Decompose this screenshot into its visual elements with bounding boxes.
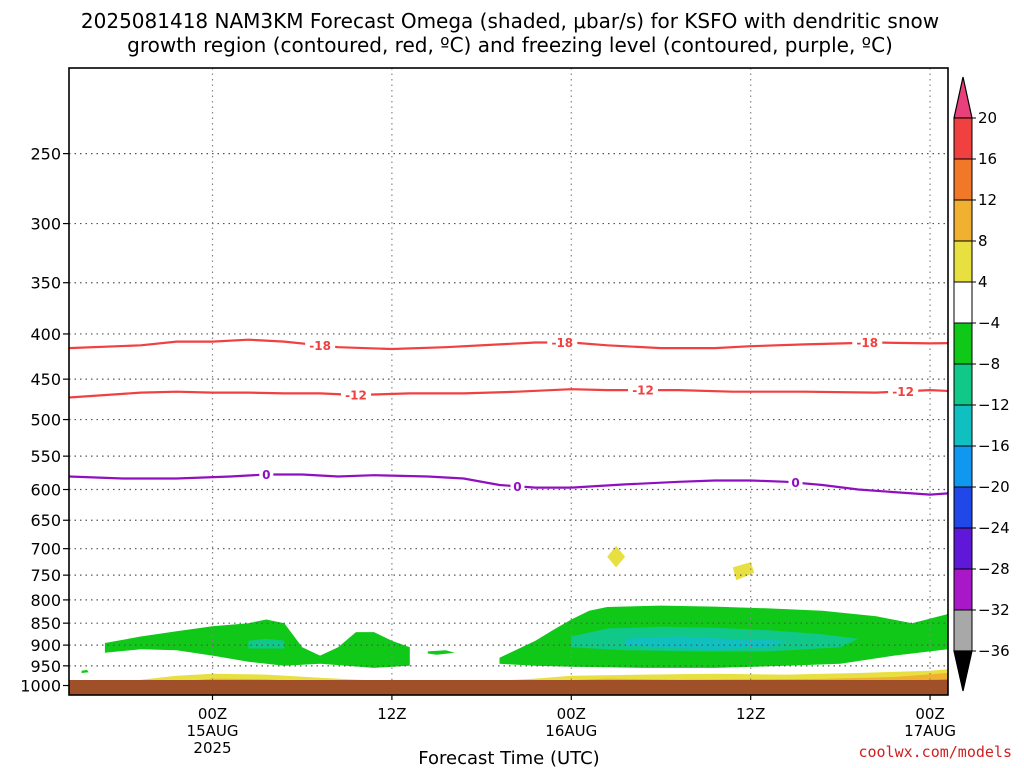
plot-area bbox=[81, 545, 948, 690]
colorbar-bin-6 bbox=[953, 322, 973, 365]
contour-label-bg bbox=[852, 335, 883, 350]
colorbar-top-arrow bbox=[953, 76, 973, 119]
contour-label--18: -18 bbox=[856, 336, 878, 350]
contour-label--18: -18 bbox=[309, 339, 331, 353]
colorbar-tick-label-5: −4 bbox=[978, 314, 1000, 332]
shaded-region-3 bbox=[81, 669, 89, 673]
shaded-region-6 bbox=[625, 636, 787, 650]
contour-line--12 bbox=[69, 388, 948, 399]
chart-title-line2: growth region (contoured, red, ºC) and f… bbox=[127, 33, 893, 57]
y-tick-label-600: 600 bbox=[30, 481, 61, 500]
shaded-region-2 bbox=[427, 650, 455, 655]
colorbar-bin-5 bbox=[953, 281, 973, 324]
colorbar-bin-8 bbox=[953, 404, 973, 447]
contour-label--12: -12 bbox=[632, 384, 654, 398]
colorbar-bin-1 bbox=[953, 117, 973, 160]
x-tick-date-0: 15AUG bbox=[187, 722, 239, 740]
colorbar-tick-label-8: −16 bbox=[978, 437, 1010, 455]
x-tick-label-2: 00Z bbox=[557, 705, 586, 723]
colorbar-tick-label-7: −12 bbox=[978, 396, 1010, 414]
y-tick-label-500: 500 bbox=[30, 411, 61, 430]
colorbar-tick-label-13: −36 bbox=[978, 642, 1010, 660]
colorbar-tick-label-10: −24 bbox=[978, 519, 1010, 537]
colorbar-bottom-arrow bbox=[953, 650, 973, 692]
y-tick-label-350: 350 bbox=[30, 274, 61, 293]
plot-frame bbox=[68, 67, 949, 696]
colorbar-bin-4 bbox=[953, 240, 973, 283]
x-tick-label-4: 00Z bbox=[915, 705, 944, 723]
ground-bar bbox=[69, 680, 948, 695]
contour-label-bg bbox=[341, 388, 372, 403]
x-axis-label: Forecast Time (UTC) bbox=[418, 748, 599, 768]
contour-label-bg bbox=[305, 338, 336, 353]
colorbar-bin-2 bbox=[953, 158, 973, 201]
y-tick-label-700: 700 bbox=[30, 540, 61, 559]
colorbar-tick-label-0: 20 bbox=[978, 109, 997, 127]
x-tick-date-2: 16AUG bbox=[545, 722, 597, 740]
contour-label-bg bbox=[788, 475, 803, 490]
contour-label-bg bbox=[510, 479, 525, 494]
colorbar-tick-label-2: 12 bbox=[978, 191, 997, 209]
contour-line-0 bbox=[69, 473, 948, 496]
y-tick-label-300: 300 bbox=[30, 215, 61, 234]
x-tick-label-1: 12Z bbox=[377, 705, 406, 723]
colorbar-tick-label-3: 8 bbox=[978, 232, 988, 250]
colorbar: 20 16 12 8 4 −4 −8 −12 −16 −20 −24 −28 −32 −36 bbox=[953, 76, 1010, 692]
x-tick-year-0: 2025 bbox=[193, 739, 231, 757]
y-tick-label-800: 800 bbox=[30, 591, 61, 610]
y-tick-label-250: 250 bbox=[30, 145, 61, 164]
grid-lines bbox=[69, 68, 948, 695]
y-tick-label-1000: 1000 bbox=[20, 677, 61, 696]
y-tick-label-950: 950 bbox=[30, 657, 61, 676]
y-tick-label-900: 900 bbox=[30, 636, 61, 655]
contour-lines: -18 -18 -18 -12 -12 -12 0 0 0 bbox=[69, 335, 948, 496]
y-tick-label-400: 400 bbox=[30, 325, 61, 344]
contour-label-0: 0 bbox=[791, 476, 799, 490]
contour-label-bg bbox=[628, 383, 659, 398]
shaded-region-9 bbox=[732, 562, 755, 581]
y-tick-label-550: 550 bbox=[30, 447, 61, 466]
contour-label-bg bbox=[259, 467, 274, 482]
colorbar-bin-13 bbox=[953, 609, 973, 652]
contour-label-0: 0 bbox=[513, 480, 521, 494]
colorbar-bin-3 bbox=[953, 199, 973, 242]
colorbar-tick-label-9: −20 bbox=[978, 478, 1010, 496]
contour-label-bg bbox=[547, 335, 578, 350]
y-tick-label-450: 450 bbox=[30, 370, 61, 389]
colorbar-bin-9 bbox=[953, 445, 973, 488]
x-tick-date-4: 17AUG bbox=[904, 722, 956, 740]
shaded-region-8 bbox=[607, 545, 626, 568]
contour-label--12: -12 bbox=[345, 389, 367, 403]
colorbar-tick-label-12: −32 bbox=[978, 601, 1010, 619]
colorbar-bin-10 bbox=[953, 486, 973, 529]
x-tick-label-0: 00Z bbox=[198, 705, 227, 723]
x-tick-label-3: 12Z bbox=[736, 705, 765, 723]
colorbar-tick-label-6: −8 bbox=[978, 355, 1000, 373]
y-tick-label-650: 650 bbox=[30, 511, 61, 530]
colorbar-bin-7 bbox=[953, 363, 973, 406]
contour-label-bg bbox=[888, 384, 919, 399]
contour-label--12: -12 bbox=[892, 385, 914, 399]
colorbar-bin-12 bbox=[953, 568, 973, 611]
chart-title-line1: 2025081418 NAM3KM Forecast Omega (shaded… bbox=[81, 9, 939, 33]
contour-label-0: 0 bbox=[262, 468, 270, 482]
colorbar-tick-label-4: 4 bbox=[978, 273, 988, 291]
shaded-region-5 bbox=[248, 638, 285, 649]
y-tick-label-850: 850 bbox=[30, 614, 61, 633]
y-axis: 250 300 350 400 450 500 550 600 650 700 750 800 850 9… bbox=[20, 145, 69, 696]
colorbar-tick-label-1: 16 bbox=[978, 150, 997, 168]
colorbar-tick-label-11: −28 bbox=[978, 560, 1010, 578]
colorbar-bin-11 bbox=[953, 527, 973, 570]
y-tick-label-750: 750 bbox=[30, 566, 61, 585]
credit-text: coolwx.com/models bbox=[858, 743, 1012, 761]
contour-label--18: -18 bbox=[551, 336, 573, 350]
